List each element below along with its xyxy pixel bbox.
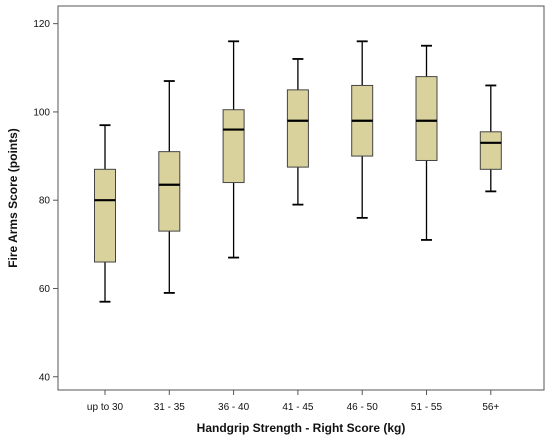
- iqr-box: [479, 131, 502, 170]
- iqr-box: [158, 151, 181, 232]
- plot-area: [57, 5, 545, 391]
- box-1: [94, 124, 116, 303]
- y-axis-title: Fire Arms Score (points): [6, 128, 20, 268]
- box-4: [286, 58, 309, 206]
- y-tick-label: 40: [39, 372, 51, 383]
- box-3: [222, 40, 245, 259]
- y-axis: 40 60 80 100 120: [33, 19, 58, 383]
- y-tick-label: 80: [39, 196, 51, 207]
- iqr-box: [94, 168, 116, 263]
- x-axis-title: Handgrip Strength - Right Score (kg): [197, 421, 406, 435]
- box-5: [351, 40, 374, 219]
- iqr-box: [415, 76, 438, 161]
- box-6: [415, 44, 438, 241]
- iqr-box: [286, 89, 309, 168]
- x-axis: up to 30 31 - 35 36 - 40 41 - 45 46 - 50 51 -…: [87, 390, 499, 413]
- box-2: [158, 80, 181, 294]
- iqr-box: [222, 109, 245, 184]
- x-tick-label: 46 - 50: [347, 402, 379, 413]
- boxes-layer: [94, 40, 502, 303]
- y-tick-label: 100: [33, 107, 50, 118]
- x-tick-label: 41 - 45: [282, 402, 314, 413]
- x-tick-label: 31 - 35: [154, 402, 186, 413]
- y-tick-label: 120: [33, 19, 50, 30]
- x-tick-label: 36 - 40: [218, 402, 250, 413]
- y-tick-label: 60: [39, 284, 51, 295]
- x-tick-label: 51 - 55: [411, 402, 443, 413]
- x-tick-label: 56+: [482, 402, 499, 413]
- box-7: [479, 84, 502, 193]
- x-tick-label: up to 30: [87, 402, 124, 413]
